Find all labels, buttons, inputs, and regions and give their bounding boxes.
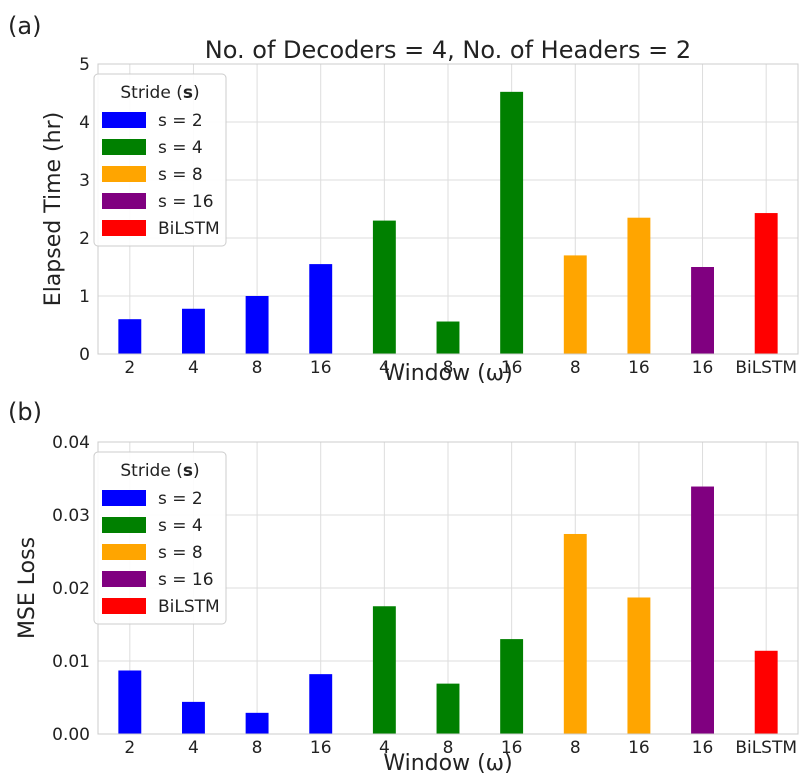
b-bar (691, 486, 714, 734)
b-legend-swatch (102, 490, 146, 506)
b-bar (436, 683, 460, 734)
b-legend-swatch (102, 571, 146, 587)
a-legend-swatch (102, 220, 146, 236)
a-y-tick-label: 2 (79, 229, 90, 249)
a-y-tick-label: 5 (79, 55, 90, 75)
b-x-tick-label: BiLSTM (735, 738, 797, 758)
panel-b-legend: Stride (s) s = 2 s = 4 s = 8 s = 16 BiLSTM (93, 451, 227, 625)
b-bar (309, 674, 333, 734)
a-x-tick-label: 8 (570, 358, 581, 378)
b-x-tick-label: 16 (628, 738, 650, 758)
b-legend-swatch (102, 544, 146, 560)
b-legend-title: Stride (s) (120, 461, 199, 481)
a-x-tick-label: 16 (628, 358, 650, 378)
a-x-tick-label: 4 (188, 358, 199, 378)
b-y-tick-label: 0.04 (52, 433, 90, 453)
a-y-tick-label: 1 (79, 287, 90, 307)
a-x-tick-label: 16 (692, 358, 714, 378)
panel-a-y-axis-label: Elapsed Time (hr) (41, 112, 66, 306)
b-x-tick-label: 16 (692, 738, 714, 758)
b-y-tick-label: 0.01 (52, 652, 90, 672)
panel-a-legend: Stride (s) s = 2 s = 4 s = 8 s = 16 BiLSTM (93, 73, 227, 247)
b-bar (182, 701, 205, 734)
a-legend-entry: BiLSTM (158, 219, 220, 239)
b-x-tick-label: 8 (570, 738, 581, 758)
b-x-tick-label: 8 (252, 738, 263, 758)
b-x-tick-label: 8 (443, 738, 454, 758)
panel-b-y-axis-label: MSE Loss (15, 537, 40, 639)
a-bar (182, 308, 205, 354)
a-bar (627, 217, 651, 354)
a-legend-swatch (102, 112, 146, 128)
a-y-tick-label: 3 (79, 171, 90, 191)
panel-a-title: No. of Decoders = 4, No. of Headers = 2 (205, 36, 691, 64)
b-x-tick-label: 4 (188, 738, 199, 758)
a-bar (754, 213, 778, 354)
b-legend-entry: s = 2 (158, 489, 203, 509)
panel-b: (b) 0.00 0.01 0.02 0.03 0.04 2 4 8 16 4 8 16 8 16 16 B… (8, 398, 799, 775)
b-bar (500, 639, 524, 734)
b-legend-entry: s = 16 (158, 570, 214, 590)
b-x-tick-label: 4 (379, 738, 390, 758)
a-x-tick-label: 8 (252, 358, 263, 378)
b-x-tick-label: 16 (501, 738, 523, 758)
panel-a: (a) No. of Decoders = 4, No. of Headers … (8, 12, 799, 386)
a-bar (691, 267, 714, 354)
a-x-tick-label: 16 (501, 358, 523, 378)
panel-a-x-axis-label: Window (ω) (383, 361, 512, 386)
a-legend-swatch (102, 139, 146, 155)
a-x-tick-label: 2 (124, 358, 135, 378)
a-legend-entry: s = 4 (158, 138, 203, 158)
a-y-tick-label: 0 (79, 345, 90, 365)
a-x-tick-label: 4 (379, 358, 390, 378)
a-legend-title: Stride (s) (120, 83, 199, 103)
b-y-tick-label: 0.03 (52, 506, 90, 526)
panel-b-label: (b) (8, 398, 42, 426)
b-legend-entry: s = 8 (158, 543, 203, 563)
a-bar (309, 264, 333, 354)
a-legend-entry: s = 8 (158, 165, 203, 185)
b-y-tick-label: 0.02 (52, 579, 90, 599)
a-bar (372, 220, 396, 354)
b-bar (118, 670, 142, 734)
b-bar (754, 650, 778, 734)
a-x-tick-label: BiLSTM (735, 358, 797, 378)
b-x-tick-label: 16 (310, 738, 332, 758)
a-legend-swatch (102, 166, 146, 182)
a-y-tick-label: 4 (79, 113, 90, 133)
a-bar (436, 321, 460, 354)
a-bar (500, 91, 524, 354)
panel-a-label: (a) (8, 12, 41, 40)
a-x-tick-label: 16 (310, 358, 332, 378)
b-bar (563, 533, 587, 734)
a-bar (563, 255, 587, 354)
a-x-tick-label: 8 (443, 358, 454, 378)
b-legend-swatch (102, 517, 146, 533)
b-y-tick-label: 0.00 (52, 725, 90, 745)
b-x-tick-label: 2 (124, 738, 135, 758)
b-bar (627, 597, 651, 734)
b-legend-swatch (102, 598, 146, 614)
a-bar (245, 296, 269, 354)
b-bar (245, 712, 269, 734)
a-bar (118, 319, 142, 354)
b-legend-entry: s = 4 (158, 516, 203, 536)
a-legend-entry: s = 16 (158, 192, 214, 212)
a-legend-swatch (102, 193, 146, 209)
b-legend-entry: BiLSTM (158, 597, 220, 617)
b-bar (372, 606, 396, 734)
panel-b-x-axis-label: Window (ω) (383, 751, 512, 775)
a-legend-entry: s = 2 (158, 111, 203, 131)
